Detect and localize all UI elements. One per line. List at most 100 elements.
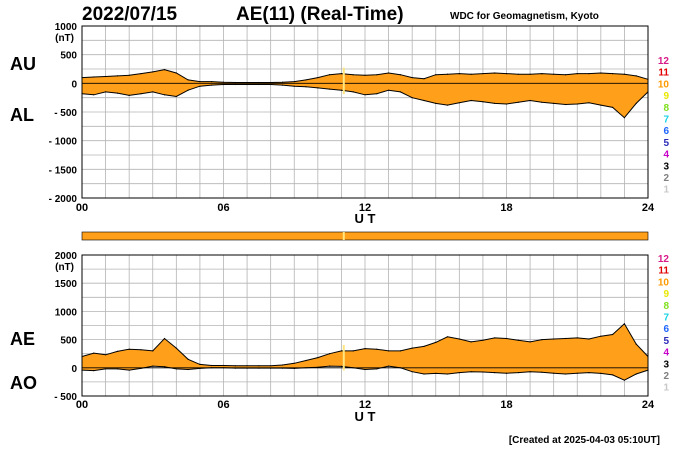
ae-ao-y-tick-label: 2000 xyxy=(55,251,78,262)
ae-point xyxy=(635,343,637,345)
al-point xyxy=(187,89,189,91)
ao-point xyxy=(482,371,484,373)
au-point xyxy=(270,81,272,84)
al-point xyxy=(246,83,248,86)
ae-point xyxy=(517,339,519,341)
au-al-y-tick-label: 0 xyxy=(71,79,77,90)
ae-point xyxy=(175,347,177,349)
ae-point xyxy=(576,337,578,339)
ao-point xyxy=(505,372,508,374)
ao-point xyxy=(340,365,342,367)
au-point xyxy=(140,73,142,75)
ae-point xyxy=(564,337,567,340)
au-point xyxy=(293,81,295,83)
ae-point xyxy=(270,365,272,367)
au-al-unit-label: (nT) xyxy=(55,33,74,44)
al-point xyxy=(222,83,225,86)
al-point xyxy=(258,83,260,86)
au-al-y-tick-label: - 2000 xyxy=(49,194,78,205)
al-point xyxy=(340,89,342,91)
ao-point xyxy=(116,368,118,370)
ae-point xyxy=(482,339,484,341)
ae-ao-y-tick-label: 1000 xyxy=(55,307,78,318)
au-point xyxy=(505,73,508,75)
au-point xyxy=(258,81,260,84)
al-point xyxy=(494,102,496,104)
created-timestamp: [Created at 2025-04-03 05:10UT] xyxy=(508,435,660,446)
au-point xyxy=(128,74,130,76)
au-point xyxy=(305,79,307,81)
al-point xyxy=(93,94,95,96)
ao-point xyxy=(376,368,378,370)
al-point xyxy=(635,102,637,104)
ae-ao-x-tick-label: 00 xyxy=(76,399,88,411)
au-point xyxy=(529,73,531,75)
ae-ao-x-axis-label: U T xyxy=(355,409,376,424)
au-point xyxy=(187,79,189,81)
ae-point xyxy=(541,339,543,341)
ae-point xyxy=(93,352,95,354)
al-point xyxy=(623,117,626,119)
ae-point xyxy=(317,357,319,359)
data-source: WDC for Geomagnetism, Kyoto xyxy=(450,11,599,22)
ao-point xyxy=(364,368,366,371)
al-point xyxy=(564,103,567,106)
al-point xyxy=(234,83,236,86)
au-point xyxy=(329,74,331,76)
ao-point xyxy=(529,371,531,373)
al-point xyxy=(163,94,166,96)
ae-point xyxy=(305,359,307,362)
ao-point xyxy=(105,368,107,370)
al-point xyxy=(175,95,177,98)
chart-title: AE(11) (Real-Time) xyxy=(236,4,404,25)
ae-point xyxy=(340,350,342,352)
station-count-5: 5 xyxy=(663,336,669,347)
status-bar xyxy=(81,231,649,241)
au-point xyxy=(470,73,472,75)
au-point xyxy=(553,73,555,75)
ae-point xyxy=(222,364,225,367)
au-al-frame xyxy=(81,25,649,199)
al-point xyxy=(128,94,130,96)
ae-point xyxy=(612,333,614,336)
station-count-4: 4 xyxy=(663,150,669,161)
au-al-y-tick-label: - 1500 xyxy=(49,165,78,176)
al-point xyxy=(517,101,519,103)
al-point xyxy=(352,91,354,93)
au-point xyxy=(623,73,626,75)
ao-point xyxy=(458,372,460,374)
al-point xyxy=(435,102,437,104)
station-count-1: 1 xyxy=(663,185,669,196)
station-count-9: 9 xyxy=(663,91,669,102)
al-point xyxy=(588,102,590,104)
ae-point xyxy=(163,337,166,340)
au-al-y-tick-label: - 1000 xyxy=(49,137,78,148)
al-point xyxy=(105,91,107,93)
ae-point xyxy=(458,338,460,340)
ao-point xyxy=(446,373,449,375)
ae-point xyxy=(505,337,508,340)
ao-point xyxy=(494,372,496,374)
al-point xyxy=(399,91,401,93)
ao-point xyxy=(152,365,154,367)
station-count-4: 4 xyxy=(663,348,669,359)
al-point xyxy=(600,104,602,106)
station-count-11: 11 xyxy=(658,266,669,277)
ao-point xyxy=(612,374,614,376)
ae-point xyxy=(470,341,472,343)
al-point xyxy=(364,94,366,96)
ae-point xyxy=(352,350,354,352)
au-al-x-tick-label: 24 xyxy=(642,202,655,214)
au-point xyxy=(340,73,342,75)
ae-point xyxy=(199,363,201,365)
station-count-2: 2 xyxy=(663,173,669,184)
au-point xyxy=(163,69,166,71)
ae-point xyxy=(329,353,331,355)
ae-point xyxy=(140,349,142,351)
au-al-y-tick-label: 500 xyxy=(60,51,77,62)
au-al-x-axis-label: U T xyxy=(355,211,376,226)
au-point xyxy=(588,73,590,75)
ao-point xyxy=(187,368,189,371)
al-point xyxy=(458,102,460,104)
